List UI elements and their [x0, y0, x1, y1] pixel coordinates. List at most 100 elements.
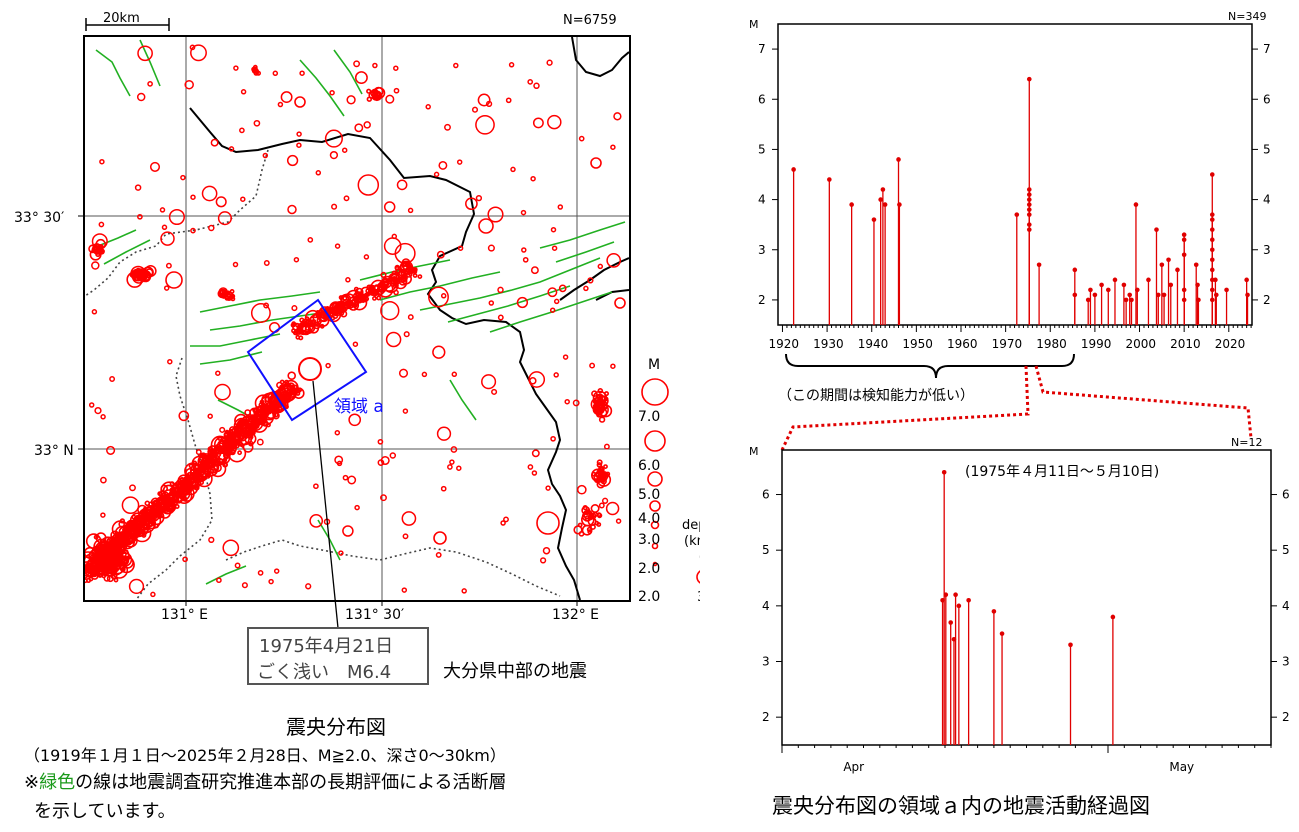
top-chart-point [1209, 217, 1215, 222]
top-chart-xtick-label: 1990 [1081, 337, 1112, 351]
svg-text:7.0: 7.0 [638, 409, 660, 425]
bottom-chart-ytick-label-right: 3 [1282, 655, 1290, 669]
lon-label-13130: 131° 30′ [345, 607, 404, 623]
top-chart-xtick-label: 1970 [992, 337, 1023, 351]
bottom-chart-xtick-label: Apr [843, 760, 864, 774]
svg-text:3.0: 3.0 [638, 532, 660, 548]
top-chart-point [880, 187, 886, 192]
top-chart-point [1072, 292, 1078, 298]
top-chart-ytick-label-right: 4 [1263, 193, 1271, 207]
top-chart-point [1159, 262, 1165, 268]
scale-label: 20km [103, 11, 140, 26]
top-chart-xtick-label: 2000 [1126, 337, 1157, 351]
bottom-chart-point [991, 609, 997, 614]
bottom-chart-ytick-label: 6 [762, 488, 770, 502]
top-chart-point [1213, 277, 1218, 283]
map-title: 震央分布図 [286, 715, 386, 739]
top-chart-point [1181, 237, 1187, 243]
top-chart-ytick-label-right: 5 [1263, 142, 1271, 156]
top-chart-point [827, 177, 832, 182]
top-chart-point [1155, 292, 1161, 298]
map-note: ※緑色の線は地震調査研究推進本部の長期評価による活断層 [24, 772, 507, 793]
top-chart-point [1014, 212, 1020, 217]
top-chart-point [1195, 282, 1200, 288]
top-chart-point [1196, 297, 1201, 303]
charts-caption: 震央分布図の領域ａ内の地震活動経過図 [772, 794, 1150, 818]
top-chart-point [791, 167, 796, 172]
top-chart-point [1209, 267, 1215, 273]
top-chart-point [1181, 297, 1187, 303]
bottom-chart-point [1068, 642, 1073, 648]
top-chart-ytick-label: 6 [758, 92, 766, 106]
top-chart-ytick-label: 5 [758, 142, 766, 156]
top-chart-point [1209, 247, 1215, 253]
bottom-chart-point [941, 469, 947, 475]
graticule [85, 37, 629, 600]
top-chart-point [896, 157, 901, 162]
epicenter-map-svg: 20km N=6759 [14, 11, 700, 629]
top-chart-xtick-label: 2010 [1170, 337, 1201, 351]
top-chart-ytick-label: 7 [758, 42, 766, 56]
top-chart-xtick-label: 1940 [858, 337, 889, 351]
top-chart-ytick-label: 4 [758, 193, 766, 207]
bottom-chart-ytick-label: 4 [762, 599, 770, 613]
bottom-chart-point [953, 592, 958, 598]
zoom-lines [780, 365, 1253, 451]
top-chart-ytick-label: 3 [758, 243, 766, 257]
m64-epicenter [298, 357, 322, 381]
top-chart-point [1133, 202, 1139, 207]
top-chart-point [1181, 287, 1187, 293]
top-chart-point [1209, 227, 1215, 232]
chart-bottom-count: N=12 [1231, 436, 1262, 449]
bottom-chart-ytick-label-right: 6 [1282, 488, 1290, 502]
svg-text:2.0: 2.0 [638, 561, 660, 577]
map-note-line2: を示しています。 [34, 801, 176, 822]
svg-text:30: 30 [697, 590, 700, 605]
low-detection-note: （この期間は検知能力が低い） [778, 387, 974, 404]
prefecture-boundary [85, 149, 561, 600]
top-chart-point [1026, 207, 1032, 212]
top-chart-ytick-label-right: 3 [1263, 243, 1271, 257]
bottom-chart-ytick-label-right: 5 [1282, 543, 1290, 557]
chart-bottom-ylabel: M [749, 445, 759, 458]
top-chart-point [1209, 172, 1215, 177]
top-chart-ytick-label: 2 [758, 293, 766, 307]
lon-label-132: 132° E [552, 607, 599, 623]
top-chart-point [1026, 187, 1032, 192]
lat-label-3330: 33° 30′ [14, 210, 64, 226]
map-frame [83, 35, 631, 602]
top-chart-xtick-label: 1920 [768, 337, 799, 351]
top-chart-point [1134, 287, 1140, 293]
chart-bottom-title: (1975年４月11日～５月10日) [965, 464, 1159, 480]
svg-text:2.0: 2.0 [638, 589, 660, 605]
top-chart-point [882, 202, 888, 207]
top-chart-point [1121, 282, 1127, 288]
top-chart-point [1026, 222, 1032, 227]
top-chart-point [1088, 287, 1093, 293]
region-a-label: 領域 a [334, 397, 384, 417]
top-chart-point [1181, 232, 1187, 237]
bottom-chart-point [956, 603, 962, 609]
callout-depth-mag: ごく浅い M6.4 [257, 662, 392, 683]
top-chart-point [1129, 297, 1134, 303]
low-detection-bracket [785, 353, 1075, 379]
top-chart-point [1092, 292, 1098, 298]
top-chart-point [1026, 197, 1032, 202]
top-chart-point [1036, 262, 1042, 268]
top-chart-point [1072, 267, 1078, 273]
top-chart-point [1026, 202, 1032, 207]
top-chart-point [1209, 287, 1215, 293]
top-chart-xtick-label: 1980 [1036, 337, 1067, 351]
scale-bar: 20km [85, 11, 170, 31]
top-chart-point [1209, 237, 1215, 243]
bottom-chart-ytick-label: 3 [762, 655, 770, 669]
svg-text:5.0: 5.0 [638, 487, 660, 503]
chart-top-count: N=349 [1228, 10, 1266, 23]
top-chart-point [1244, 277, 1249, 283]
top-chart-point [1154, 227, 1159, 232]
top-chart-point [878, 197, 883, 202]
top-chart-point [897, 202, 902, 207]
top-chart-point [1026, 227, 1032, 232]
coastline [189, 37, 629, 600]
top-chart-point [849, 202, 854, 207]
